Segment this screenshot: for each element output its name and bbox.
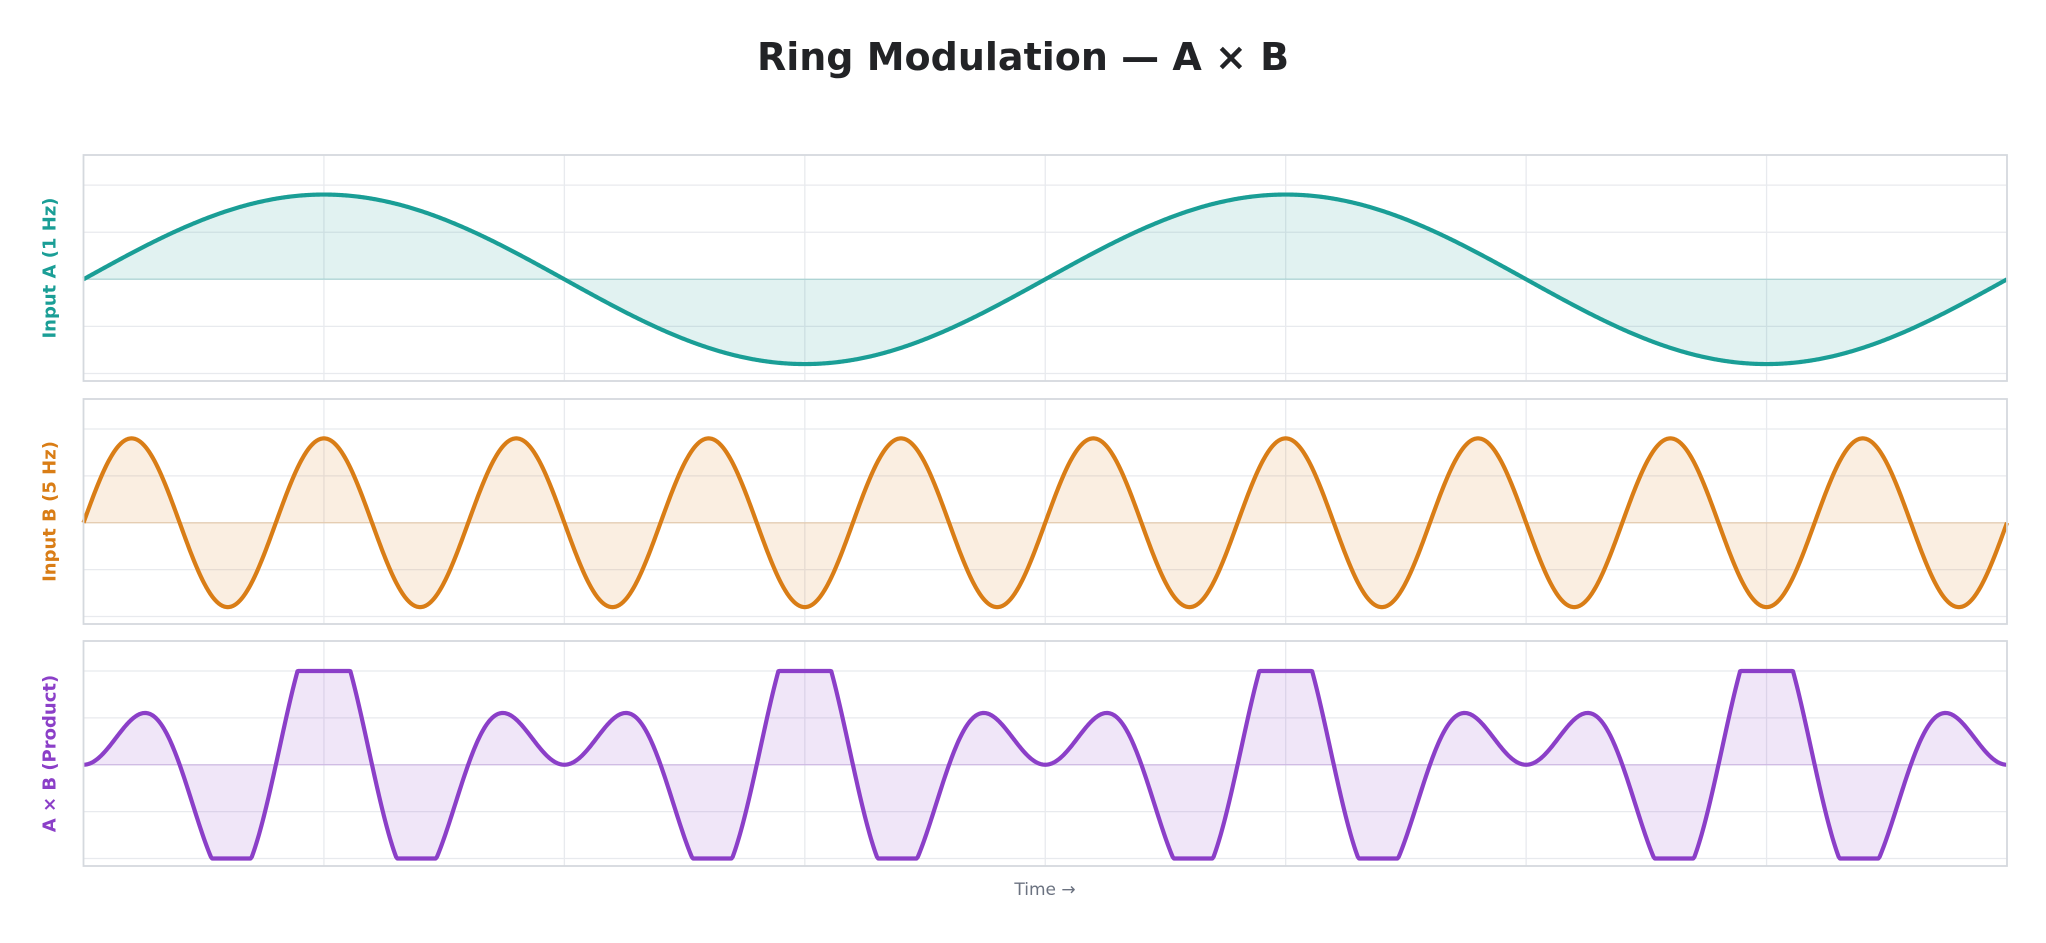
series-line (82, 192, 2009, 367)
panel-frame (82, 154, 2008, 382)
chart-title: Ring Modulation — A × B (757, 35, 1289, 79)
x-axis-label: Time → (1013, 880, 1075, 900)
panel-2: Input B (5 Hz) (40, 398, 2009, 625)
series-line (81, 436, 2009, 610)
y-axis-label: Input B (5 Hz) (40, 441, 61, 582)
series-line (82, 668, 2008, 861)
panel-1: Input A (1 Hz) (40, 154, 2009, 382)
panel-frame (82, 640, 2008, 867)
panel-frame (82, 398, 2008, 625)
y-axis-label: A × B (Product) (40, 675, 61, 832)
panel-3: A × B (Product) (40, 640, 2008, 867)
y-axis-label: Input A (1 Hz) (40, 197, 61, 338)
